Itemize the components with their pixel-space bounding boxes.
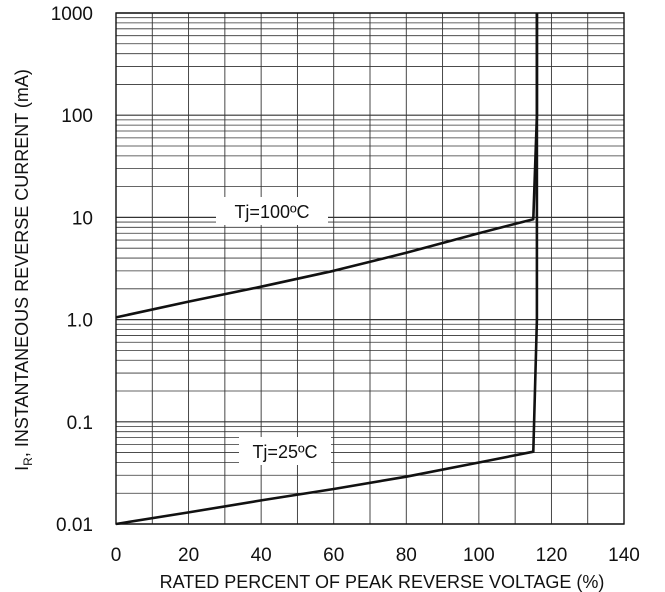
x-tick-label: 20 bbox=[178, 545, 199, 566]
annotation-tj-25-label: Tj=25ºC bbox=[252, 442, 317, 462]
annotation-tj-100: Tj=100ºC bbox=[216, 197, 328, 225]
y-tick-labels: 0.01 0.1 1.0 10 100 1000 bbox=[51, 4, 93, 536]
y-tick-label: 1000 bbox=[51, 4, 93, 25]
y-tick-label: 0.01 bbox=[56, 515, 93, 536]
plot-frame bbox=[115, 12, 625, 525]
y-tick-label: 100 bbox=[61, 106, 93, 127]
x-tick-label: 0 bbox=[111, 545, 122, 566]
y-axis-label-rest: , INSTANTANEOUS REVERSE CURRENT (mA) bbox=[12, 69, 32, 457]
annotation-tj-25: Tj=25ºC bbox=[239, 437, 331, 465]
x-tick-label: 140 bbox=[608, 545, 640, 566]
x-axis-label: RATED PERCENT OF PEAK REVERSE VOLTAGE (%… bbox=[160, 572, 605, 592]
y-axis-label-sub: R bbox=[21, 457, 35, 466]
y-tick-label: 10 bbox=[72, 208, 93, 229]
x-tick-labels: 0 20 40 60 80 100 120 140 bbox=[111, 545, 640, 566]
y-tick-label: 1.0 bbox=[67, 311, 93, 332]
curves bbox=[115, 13, 539, 526]
series-line-tj-100 bbox=[115, 13, 539, 319]
y-axis-label-main: I bbox=[12, 466, 32, 471]
annotation-tj-100-label: Tj=100ºC bbox=[234, 202, 309, 222]
x-tick-label: 120 bbox=[536, 545, 568, 566]
x-tick-label: 100 bbox=[463, 545, 495, 566]
y-axis-label: IR, INSTANTANEOUS REVERSE CURRENT (mA) bbox=[12, 69, 35, 471]
x-tick-label: 80 bbox=[396, 545, 417, 566]
x-tick-label: 60 bbox=[323, 545, 344, 566]
grid bbox=[115, 12, 625, 525]
series-line-tj-25 bbox=[115, 13, 539, 526]
y-tick-label: 0.1 bbox=[67, 413, 93, 434]
x-tick-label: 40 bbox=[251, 545, 272, 566]
